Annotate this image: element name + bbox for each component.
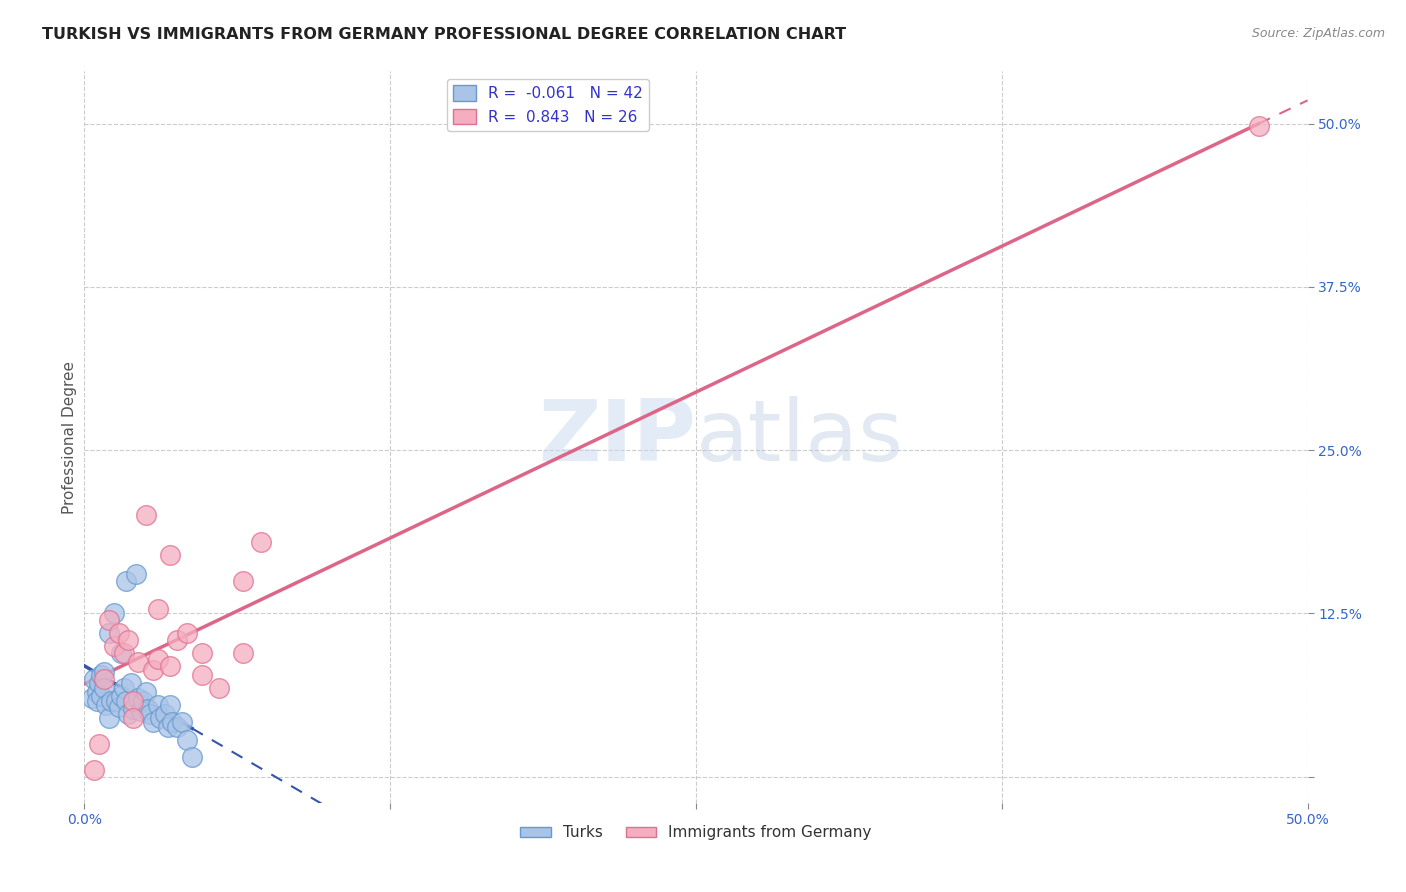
Point — [135, 508, 157, 523]
Point — [149, 711, 172, 725]
Point — [232, 574, 254, 588]
Point — [110, 689, 132, 703]
Point — [142, 663, 165, 677]
Point — [117, 706, 139, 721]
Point — [86, 685, 108, 699]
Point — [127, 691, 149, 706]
Point — [191, 667, 214, 682]
Point — [122, 694, 145, 708]
Point — [83, 763, 105, 777]
Text: atlas: atlas — [696, 395, 904, 479]
Point — [93, 665, 115, 680]
Point — [93, 672, 115, 686]
Point — [96, 698, 118, 712]
Point — [135, 685, 157, 699]
Point — [80, 691, 103, 706]
Point — [107, 700, 129, 714]
Point — [159, 548, 181, 562]
Point — [139, 706, 162, 721]
Point — [208, 681, 231, 695]
Point — [129, 705, 152, 719]
Legend: Turks, Immigrants from Germany: Turks, Immigrants from Germany — [515, 819, 877, 847]
Point — [105, 694, 128, 708]
Point — [166, 632, 188, 647]
Point — [162, 714, 184, 729]
Point — [132, 694, 155, 708]
Point — [87, 675, 110, 690]
Point — [153, 706, 176, 721]
Point — [166, 720, 188, 734]
Text: ZIP: ZIP — [538, 395, 696, 479]
Point — [146, 602, 169, 616]
Point — [103, 607, 125, 621]
Point — [127, 655, 149, 669]
Y-axis label: Professional Degree: Professional Degree — [62, 360, 77, 514]
Point — [117, 632, 139, 647]
Point — [146, 652, 169, 666]
Point — [156, 720, 179, 734]
Point — [159, 698, 181, 712]
Point — [115, 694, 138, 708]
Point — [146, 698, 169, 712]
Point — [83, 672, 105, 686]
Point — [97, 626, 120, 640]
Point — [90, 667, 112, 682]
Point — [103, 639, 125, 653]
Point — [159, 658, 181, 673]
Point — [232, 646, 254, 660]
Point — [120, 675, 142, 690]
Point — [86, 694, 108, 708]
Point — [172, 714, 194, 729]
Point — [122, 711, 145, 725]
Point — [87, 737, 110, 751]
Point — [176, 733, 198, 747]
Point — [125, 567, 148, 582]
Point — [181, 750, 204, 764]
Point — [97, 711, 120, 725]
Point — [122, 702, 145, 716]
Point — [100, 694, 122, 708]
Point — [112, 681, 135, 695]
Point — [1247, 120, 1270, 134]
Text: Source: ZipAtlas.com: Source: ZipAtlas.com — [1251, 27, 1385, 40]
Point — [93, 681, 115, 695]
Point — [191, 646, 214, 660]
Point — [136, 702, 159, 716]
Point — [176, 626, 198, 640]
Point — [90, 689, 112, 703]
Point — [110, 646, 132, 660]
Point — [97, 613, 120, 627]
Text: TURKISH VS IMMIGRANTS FROM GERMANY PROFESSIONAL DEGREE CORRELATION CHART: TURKISH VS IMMIGRANTS FROM GERMANY PROFE… — [42, 27, 846, 42]
Point — [115, 574, 138, 588]
Point — [249, 534, 271, 549]
Point — [112, 646, 135, 660]
Point — [142, 714, 165, 729]
Point — [107, 626, 129, 640]
